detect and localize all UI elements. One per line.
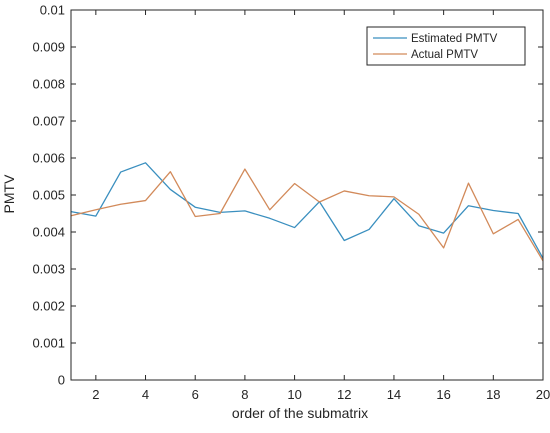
y-tick-label: 0.009 bbox=[32, 40, 65, 55]
y-tick-label: 0.006 bbox=[32, 151, 65, 166]
x-tick-label: 8 bbox=[241, 387, 248, 402]
x-axis-label: order of the submatrix bbox=[232, 405, 368, 421]
y-tick-label: 0.004 bbox=[32, 225, 65, 240]
legend: Estimated PMTV Actual PMTV bbox=[366, 26, 526, 66]
series-line-1 bbox=[70, 162, 544, 259]
series-layer bbox=[70, 162, 544, 262]
legend-label-2: Actual PMTV bbox=[411, 49, 478, 61]
x-tick-label: 20 bbox=[536, 387, 550, 402]
y-tick-label: 0.008 bbox=[32, 77, 65, 92]
x-tick-label: 16 bbox=[436, 387, 450, 402]
x-tick-label: 14 bbox=[387, 387, 401, 402]
y-tick-label: 0.001 bbox=[32, 336, 65, 351]
y-tick-label: 0 bbox=[58, 373, 65, 388]
series-line-2 bbox=[70, 168, 544, 262]
y-tick-label: 0.002 bbox=[32, 299, 65, 314]
y-tick-label: 0.01 bbox=[40, 3, 65, 18]
x-tick-label: 6 bbox=[192, 387, 199, 402]
x-tick-label: 12 bbox=[337, 387, 351, 402]
x-tick-label: 2 bbox=[92, 387, 99, 402]
x-tick-label: 4 bbox=[142, 387, 149, 402]
y-tick-label: 0.005 bbox=[32, 188, 65, 203]
y-tick-label: 0.003 bbox=[32, 262, 65, 277]
y-tick-label: 0.007 bbox=[32, 114, 65, 129]
x-tick-label: 18 bbox=[486, 387, 500, 402]
y-axis-label: PMTV bbox=[1, 174, 17, 214]
legend-box bbox=[366, 26, 526, 66]
x-tick-label: 10 bbox=[287, 387, 301, 402]
legend-label-1: Estimated PMTV bbox=[411, 33, 498, 45]
axes-layer: 2 4 6 8 10 12 14 16 18 20 0 0.001 0.002 0.003 0.004 0.0… bbox=[32, 3, 550, 403]
